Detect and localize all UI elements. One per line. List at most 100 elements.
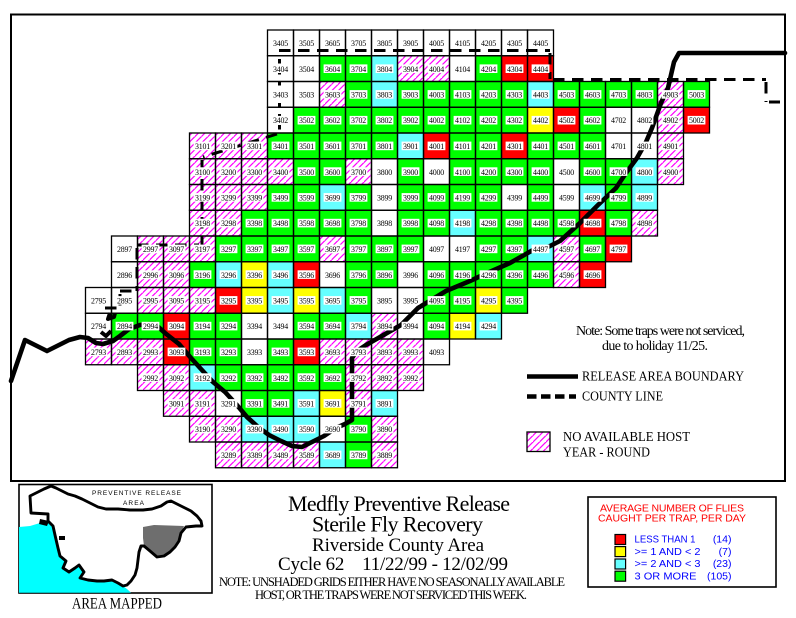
svg-text:3100: 3100	[195, 168, 210, 177]
svg-text:RELEASE AREA BOUNDARY: RELEASE AREA BOUNDARY	[582, 369, 744, 384]
svg-text:4797: 4797	[611, 245, 626, 254]
svg-text:3389: 3389	[247, 451, 262, 460]
svg-text:3605: 3605	[325, 39, 340, 48]
svg-text:4799: 4799	[611, 194, 626, 203]
svg-text:4697: 4697	[585, 245, 600, 254]
svg-text:3301: 3301	[247, 142, 262, 151]
svg-text:4096: 4096	[429, 271, 444, 280]
svg-text:4597: 4597	[559, 245, 574, 254]
svg-text:4004: 4004	[429, 65, 444, 74]
svg-text:3791: 3791	[351, 400, 366, 409]
svg-text:4003: 4003	[429, 91, 444, 100]
svg-text:3694: 3694	[325, 322, 340, 331]
svg-text:3691: 3691	[325, 400, 340, 409]
svg-text:3293: 3293	[221, 348, 236, 357]
svg-text:3602: 3602	[325, 116, 340, 125]
svg-text:4196: 4196	[455, 271, 470, 280]
svg-text:4305: 4305	[507, 39, 522, 48]
svg-text:3999: 3999	[403, 194, 418, 203]
svg-text:4502: 4502	[559, 116, 574, 125]
svg-text:4699: 4699	[585, 194, 600, 203]
svg-text:3400: 3400	[273, 168, 288, 177]
svg-text:3505: 3505	[299, 39, 314, 48]
svg-text:NOTE: UNSHADED GRIDS EITHER HA: NOTE: UNSHADED GRIDS EITHER HAVE NO SEAS…	[219, 575, 565, 589]
svg-text:3403: 3403	[273, 91, 288, 100]
svg-text:2897: 2897	[117, 245, 132, 254]
svg-text:AVERAGE NUMBER OF FLIES: AVERAGE NUMBER OF FLIES	[600, 503, 744, 515]
svg-text:4299: 4299	[481, 194, 496, 203]
svg-text:3891: 3891	[377, 400, 392, 409]
svg-text:4298: 4298	[481, 219, 496, 228]
svg-text:4304: 4304	[507, 65, 522, 74]
svg-text:3796: 3796	[351, 271, 366, 280]
svg-text:2795: 2795	[91, 297, 106, 306]
svg-text:4405: 4405	[533, 39, 548, 48]
svg-text:3094: 3094	[169, 322, 184, 331]
svg-text:3901: 3901	[403, 142, 418, 151]
svg-text:4398: 4398	[507, 219, 522, 228]
svg-text:PREVENTIVE RELEASE: PREVENTIVE RELEASE	[92, 490, 182, 497]
svg-text:3604: 3604	[325, 65, 340, 74]
svg-text:>= 2 AND < 3: >= 2 AND < 3	[635, 558, 701, 570]
svg-text:3889: 3889	[377, 451, 392, 460]
svg-text:3490: 3490	[273, 425, 288, 434]
svg-text:4601: 4601	[585, 142, 600, 151]
svg-text:4194: 4194	[455, 322, 470, 331]
svg-text:4400: 4400	[533, 168, 548, 177]
svg-text:3398: 3398	[247, 219, 262, 228]
svg-text:4205: 4205	[481, 39, 496, 48]
svg-text:3405: 3405	[273, 39, 288, 48]
svg-text:4498: 4498	[533, 219, 548, 228]
svg-text:3195: 3195	[195, 297, 210, 306]
svg-text:3199: 3199	[195, 194, 210, 203]
svg-text:3300: 3300	[247, 168, 262, 177]
svg-text:3696: 3696	[325, 271, 340, 280]
svg-text:4302: 4302	[507, 116, 522, 125]
svg-text:3597: 3597	[299, 245, 314, 254]
svg-text:HOST, OR THE TRAPS WERE NOT SE: HOST, OR THE TRAPS WERE NOT SERVICED THI…	[255, 588, 527, 602]
svg-text:4903: 4903	[663, 91, 678, 100]
svg-text:5002: 5002	[689, 116, 704, 125]
svg-text:4403: 4403	[533, 91, 548, 100]
svg-text:3592: 3592	[299, 374, 314, 383]
svg-text:3296: 3296	[221, 271, 236, 280]
svg-text:4800: 4800	[637, 168, 652, 177]
svg-text:4199: 4199	[455, 194, 470, 203]
svg-text:3292: 3292	[221, 374, 236, 383]
svg-text:3595: 3595	[299, 297, 314, 306]
svg-text:4204: 4204	[481, 65, 496, 74]
svg-text:4399: 4399	[507, 194, 522, 203]
svg-text:4095: 4095	[429, 297, 444, 306]
svg-text:3191: 3191	[195, 400, 210, 409]
svg-text:(23): (23)	[713, 558, 732, 570]
svg-text:3804: 3804	[377, 65, 392, 74]
svg-text:2893: 2893	[117, 348, 132, 357]
svg-text:2894: 2894	[117, 322, 132, 331]
svg-text:3394: 3394	[247, 322, 262, 331]
svg-text:4105: 4105	[455, 39, 470, 48]
svg-text:4497: 4497	[533, 245, 548, 254]
svg-text:3401: 3401	[273, 142, 288, 151]
svg-text:(7): (7)	[719, 546, 732, 558]
svg-text:3491: 3491	[273, 400, 288, 409]
svg-text:3795: 3795	[351, 297, 366, 306]
svg-text:3892: 3892	[377, 374, 392, 383]
svg-text:3603: 3603	[325, 91, 340, 100]
svg-text:2896: 2896	[117, 271, 132, 280]
svg-text:3395: 3395	[247, 297, 262, 306]
svg-text:4397: 4397	[507, 245, 522, 254]
svg-text:3992: 3992	[403, 374, 418, 383]
svg-text:4501: 4501	[559, 142, 574, 151]
svg-text:AREA: AREA	[123, 500, 145, 507]
svg-text:4002: 4002	[429, 116, 444, 125]
svg-text:Sterile Fly Recovery: Sterile Fly Recovery	[312, 512, 483, 537]
svg-text:4099: 4099	[429, 194, 444, 203]
svg-text:3699: 3699	[325, 194, 340, 203]
svg-text:3193: 3193	[195, 348, 210, 357]
svg-text:4901: 4901	[663, 142, 678, 151]
svg-text:3801: 3801	[377, 142, 392, 151]
svg-text:2996: 2996	[143, 271, 158, 280]
svg-text:Medfly Preventive Release: Medfly Preventive Release	[288, 491, 510, 516]
svg-text:3495: 3495	[273, 297, 288, 306]
svg-text:4102: 4102	[455, 116, 470, 125]
